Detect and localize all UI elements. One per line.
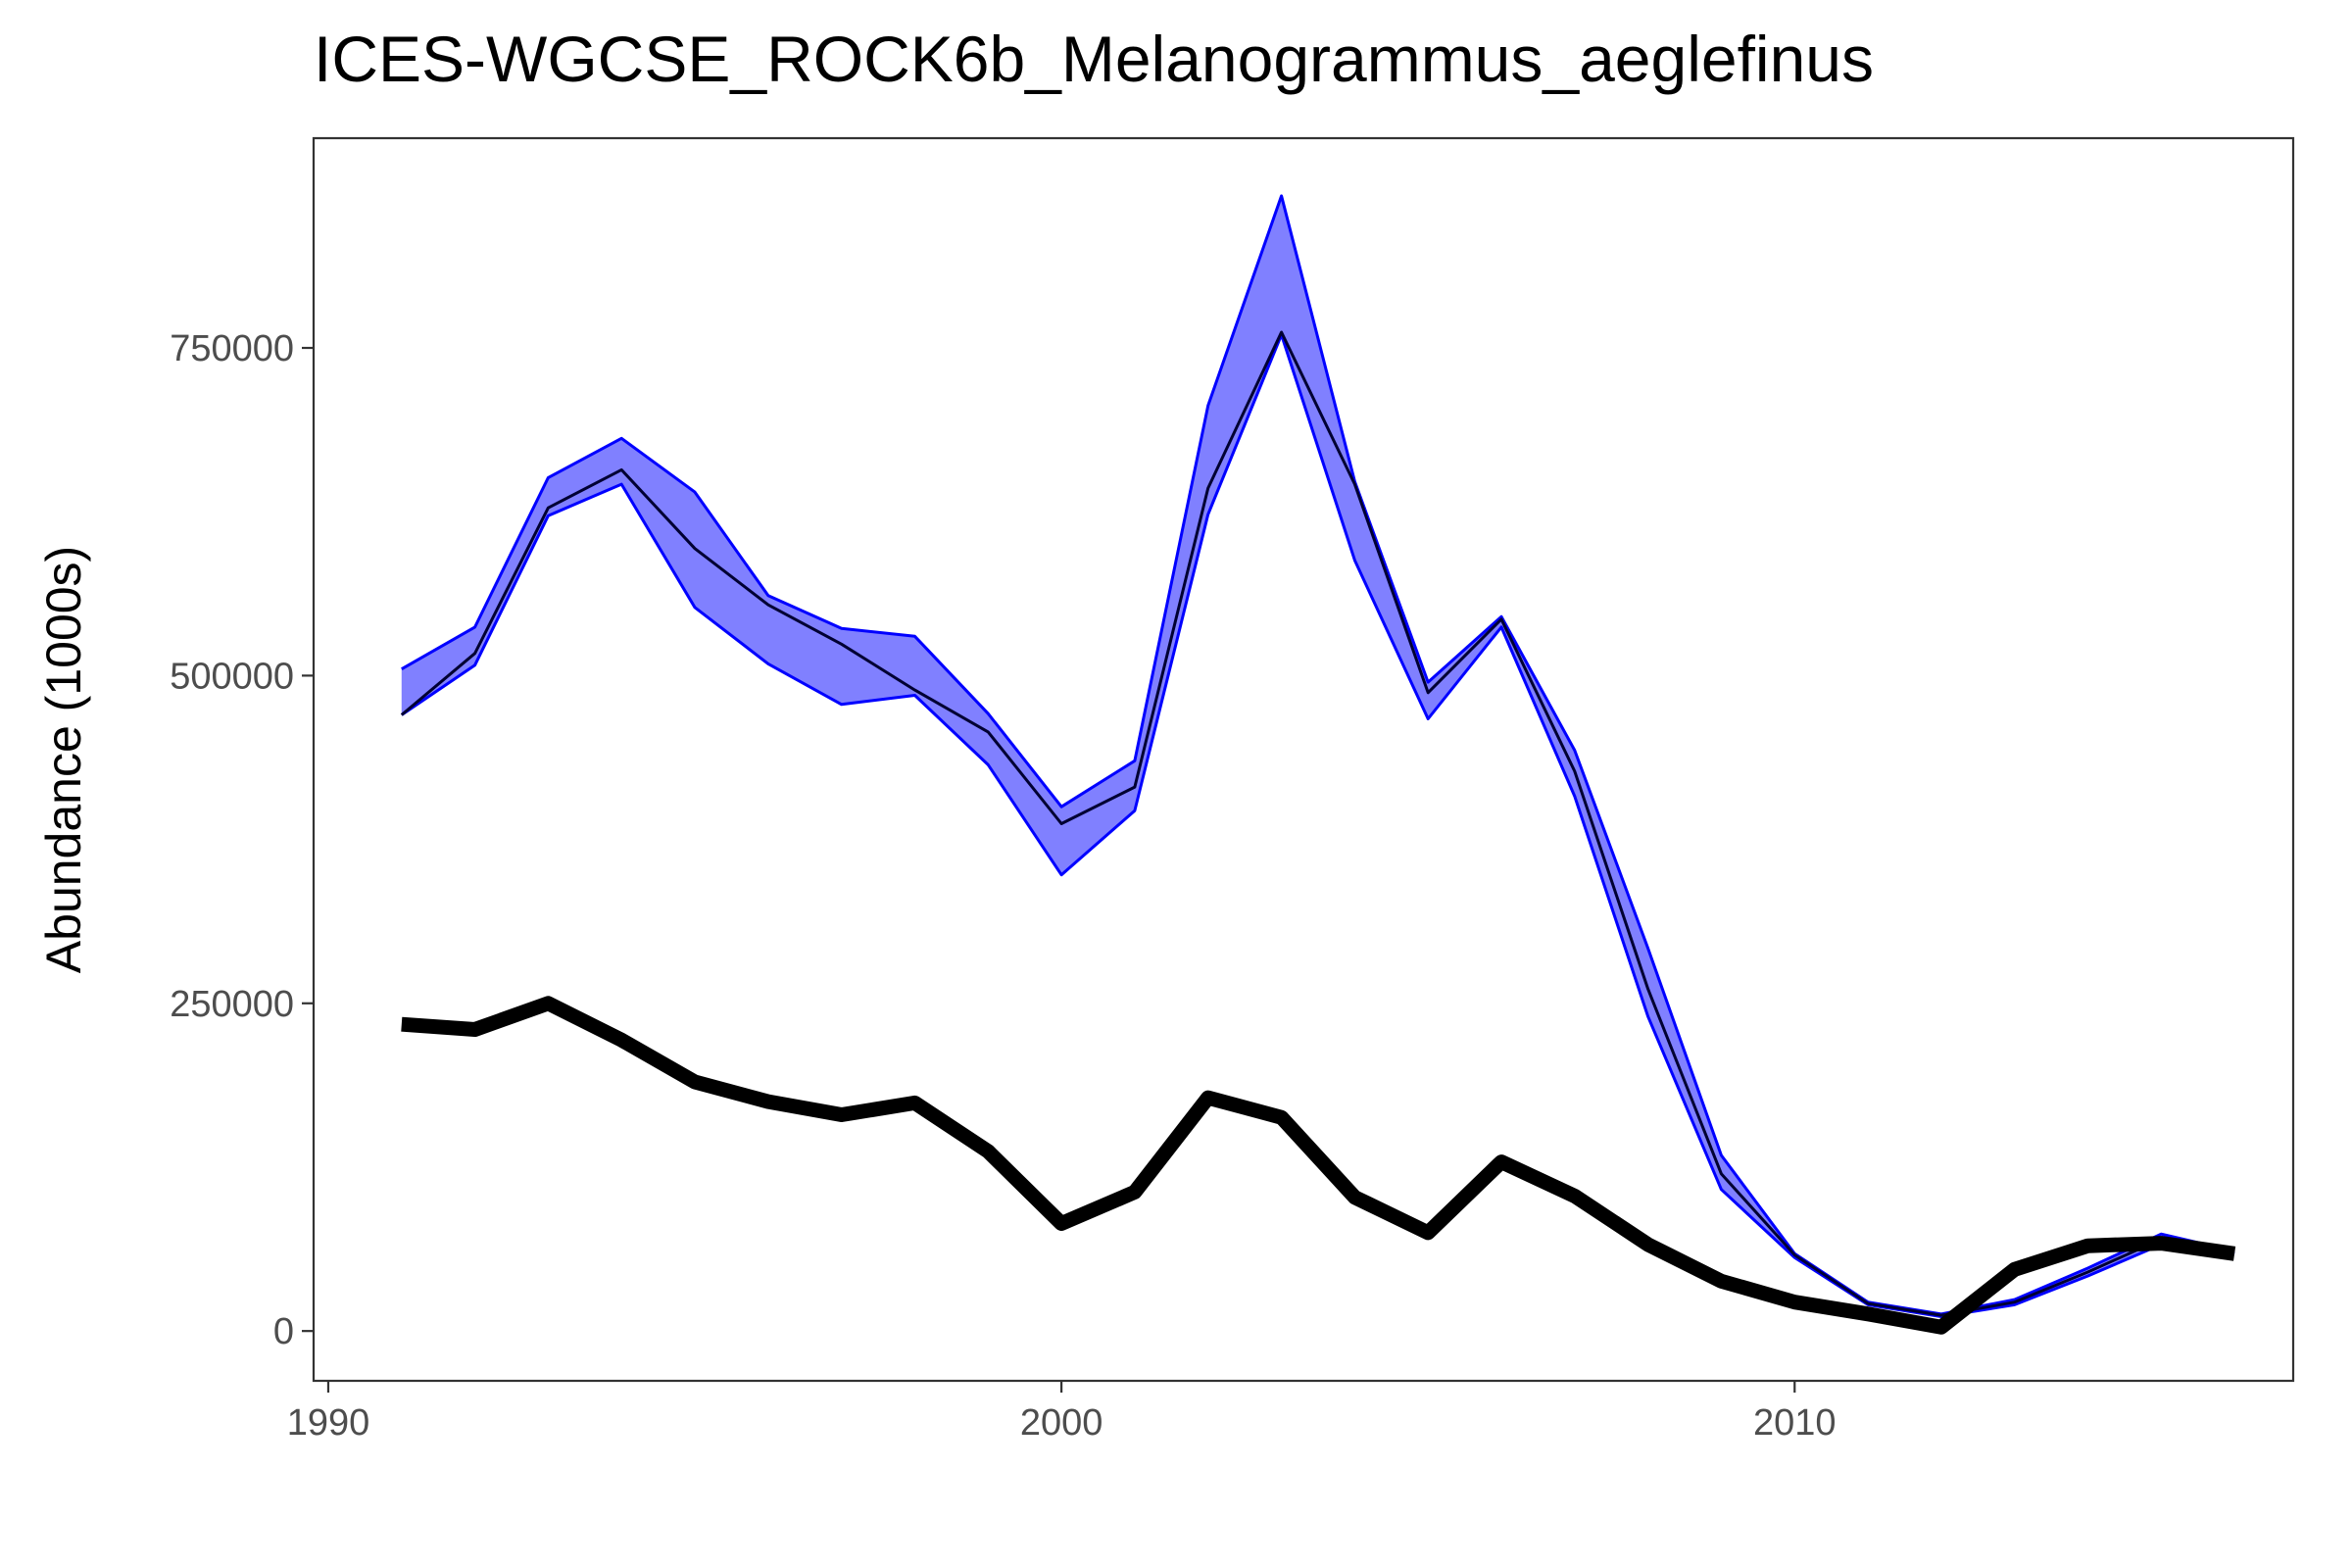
x-tick-label: 2010 xyxy=(1753,1402,1837,1444)
x-axis: 1990 2000 2010 xyxy=(287,1381,1837,1444)
y-axis: 0 250000 500000 750000 xyxy=(170,328,314,1352)
plot-content xyxy=(400,194,2236,1335)
estimate-line xyxy=(400,330,2235,1317)
bold-series-line xyxy=(401,996,2236,1335)
confidence-band xyxy=(401,195,2235,1317)
x-tick-label: 1990 xyxy=(287,1402,370,1444)
chart-title: ICES-WGCSE_ROCK6b_Melanogrammus_aeglefin… xyxy=(314,23,1874,95)
y-tick-label: 0 xyxy=(273,1311,294,1352)
y-axis-title: Abundance (1000s) xyxy=(36,546,91,973)
plot-panel-border xyxy=(312,136,2295,1383)
x-tick-label: 2000 xyxy=(1020,1402,1103,1444)
y-tick-label: 500000 xyxy=(170,656,294,697)
y-tick-label: 750000 xyxy=(170,328,294,369)
y-tick-label: 250000 xyxy=(170,984,294,1025)
